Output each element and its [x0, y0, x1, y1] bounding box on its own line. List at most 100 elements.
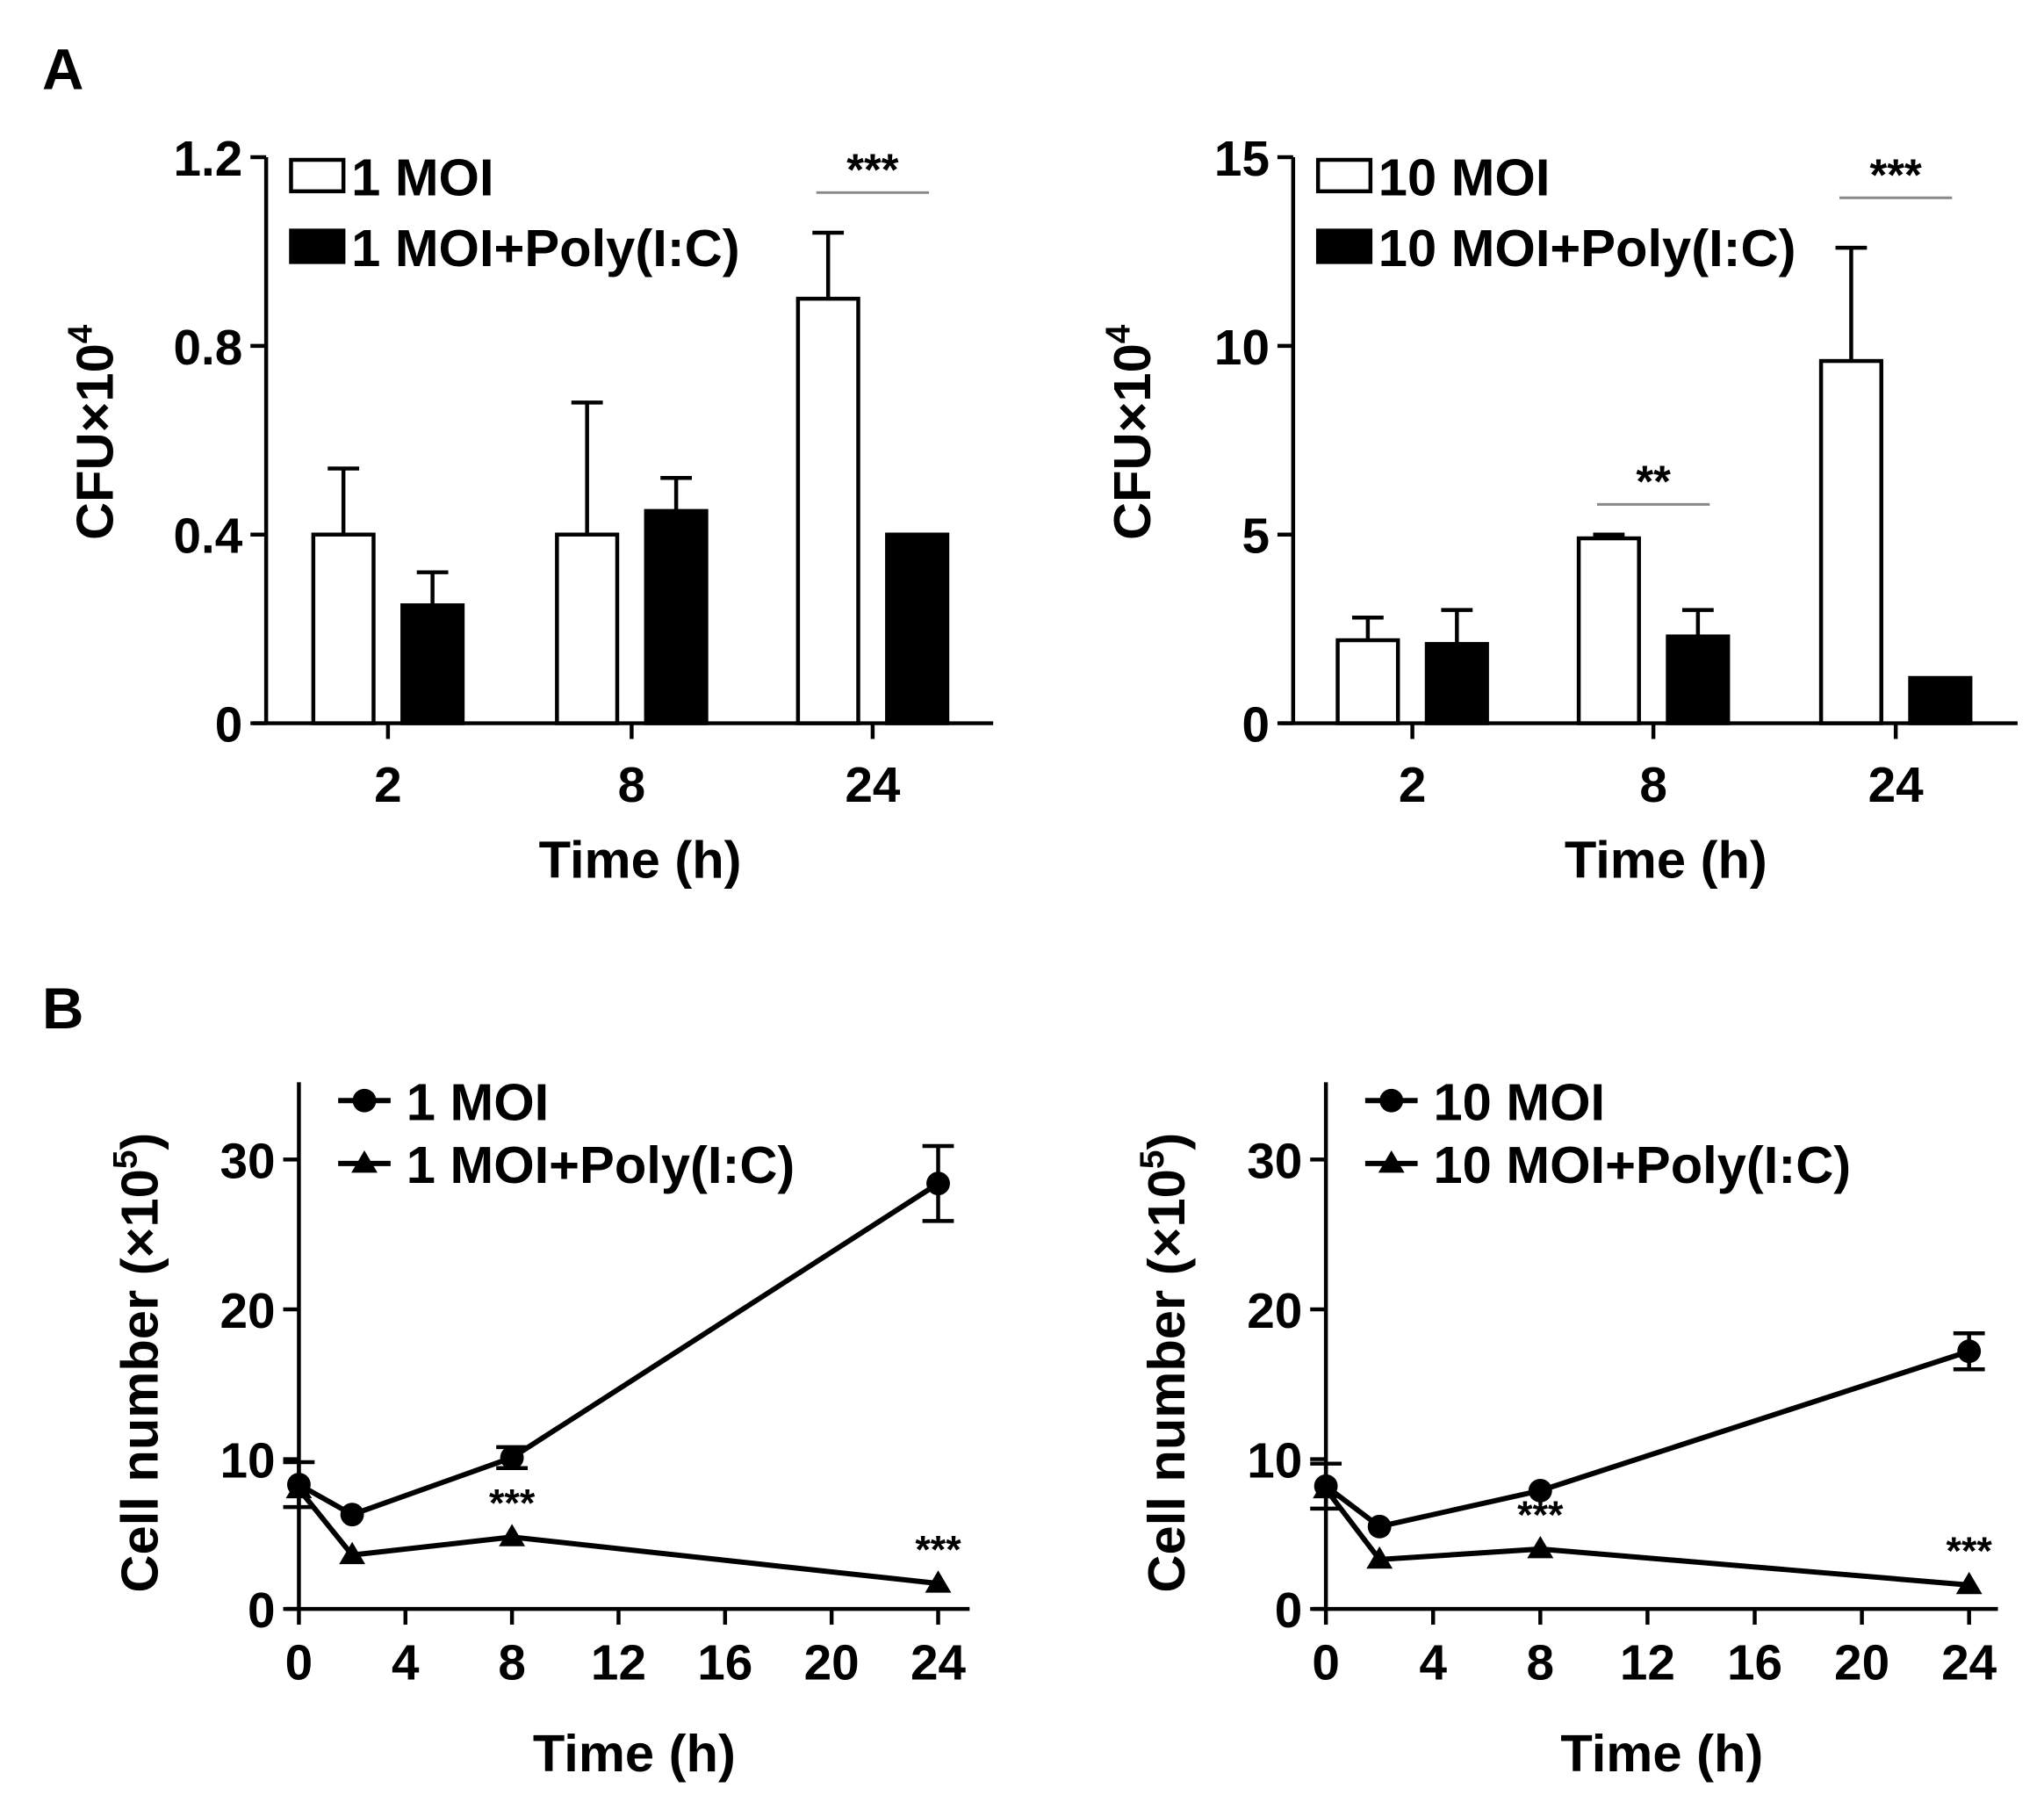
- bar-control: [1335, 638, 1400, 725]
- data-point: [1955, 1571, 1983, 1595]
- y-tick-label: 0: [1275, 1583, 1303, 1639]
- x-tick-label: 16: [697, 1636, 752, 1691]
- x-tick-label: 24: [845, 758, 901, 813]
- x-tick-label: 20: [1834, 1636, 1889, 1691]
- data-point: [1313, 1475, 1340, 1499]
- bar-control: [311, 532, 376, 725]
- legend-marker: [1379, 1088, 1404, 1113]
- y-tick-label: 10: [1214, 321, 1270, 376]
- x-tick-label: 24: [910, 1636, 967, 1691]
- y-tick-label: 5: [1242, 509, 1270, 565]
- x-tick-label: 12: [591, 1636, 646, 1691]
- x-tick-label: 8: [618, 758, 646, 813]
- legend-label: 10 MOI+Poly(I:C): [1433, 1135, 1851, 1194]
- y-tick-label: 30: [220, 1134, 276, 1189]
- y-tick-label: 10: [1247, 1433, 1302, 1489]
- x-tick-label: 0: [1312, 1636, 1340, 1691]
- y-axis-title: Cell number (×105): [1134, 1133, 1196, 1593]
- x-tick-label: 8: [1527, 1636, 1555, 1691]
- significance-label: **: [1636, 456, 1671, 506]
- legend-label: 1 MOI: [407, 1073, 549, 1132]
- significance-label: ***: [489, 1481, 536, 1525]
- data-point: [500, 1445, 524, 1470]
- y-tick-label: 0: [1242, 697, 1270, 753]
- y-axis-title: CFU×104: [1099, 324, 1162, 540]
- legend-marker: [1378, 1150, 1405, 1173]
- series-line-control: [297, 1181, 940, 1517]
- significance-label: ***: [846, 144, 898, 194]
- data-point: [1957, 1339, 1982, 1364]
- bar-control: [1818, 358, 1883, 725]
- bar-control: [1576, 536, 1641, 725]
- data-point: [1527, 1535, 1554, 1559]
- y-tick-label: 20: [1247, 1284, 1302, 1339]
- bar-control: [795, 296, 860, 725]
- x-axis-title: Time (h): [1560, 1724, 1763, 1783]
- bar-polyic: [1666, 634, 1731, 725]
- x-tick-label: 2: [1399, 758, 1427, 813]
- legend-marker: [352, 1088, 377, 1113]
- legend-label: 1 MOI+Poly(I:C): [351, 219, 739, 278]
- y-tick-label: 1.2: [173, 132, 242, 187]
- bar-polyic: [400, 603, 465, 725]
- series-line-polyic: [1323, 1487, 1969, 1588]
- x-tick-label: 12: [1620, 1636, 1675, 1691]
- x-tick-label: 8: [498, 1636, 526, 1691]
- y-tick-label: 20: [220, 1284, 276, 1339]
- legend-swatch: [1315, 157, 1373, 194]
- data-point: [1528, 1478, 1552, 1503]
- data-point: [499, 1524, 526, 1546]
- chart-4: 0 10 20 30 Cell number (×105) Time (h) 0 4 8 12 16…: [1134, 1073, 1998, 1783]
- legend-label: 10 MOI+Poly(I:C): [1378, 219, 1796, 278]
- bar-control: [555, 532, 620, 725]
- y-tick-label: 30: [1247, 1134, 1302, 1189]
- y-tick-label: 0.8: [173, 321, 242, 376]
- chart-3: 0 10 20 30 Cell number (×105) Time (h) 0 4 8 12 16…: [106, 1073, 970, 1783]
- panel-label-a: A: [42, 37, 83, 101]
- significance-label: ***: [1517, 1493, 1564, 1537]
- bar-polyic: [1908, 675, 1973, 725]
- data-point: [285, 1475, 313, 1499]
- legend-label: 10 MOI: [1433, 1073, 1605, 1132]
- y-tick-label: 15: [1214, 132, 1270, 187]
- x-tick-label: 2: [374, 758, 402, 813]
- data-point: [339, 1541, 366, 1565]
- chart-1: 0 0.4 0.8 1.2 CFU×104 Time (h) 2 8 24 1 MOI 1 MOI+…: [62, 132, 994, 890]
- data-point: [1366, 1546, 1393, 1569]
- data-point: [925, 1570, 952, 1593]
- legend-swatch: [1315, 228, 1373, 264]
- x-axis-title: Time (h): [1565, 831, 1767, 890]
- significance-label: ***: [915, 1527, 961, 1571]
- bar-polyic: [885, 532, 950, 725]
- y-axis-title: CFU×104: [62, 324, 125, 540]
- y-tick-label: 0: [248, 1583, 276, 1639]
- x-tick-label: 24: [1941, 1636, 1997, 1691]
- y-axis-title: Cell number (×105): [106, 1133, 169, 1593]
- significance-label: ***: [1870, 149, 1922, 199]
- x-axis-title: Time (h): [533, 1724, 736, 1783]
- x-tick-label: 0: [285, 1636, 313, 1691]
- y-tick-label: 10: [220, 1433, 276, 1489]
- significance-label: ***: [1947, 1529, 1993, 1573]
- data-point: [340, 1503, 364, 1527]
- series-line-control: [1324, 1348, 1970, 1530]
- x-tick-label: 16: [1727, 1636, 1782, 1691]
- y-tick-label: 0: [215, 697, 243, 753]
- x-tick-label: 20: [804, 1636, 860, 1691]
- series-line-polyic: [297, 1487, 939, 1587]
- x-tick-label: 4: [1419, 1636, 1447, 1691]
- legend-marker: [351, 1150, 378, 1173]
- legend-label: 10 MOI: [1378, 148, 1551, 206]
- data-point: [1367, 1514, 1392, 1539]
- chart-2: 0 5 10 15 CFU×104 Time (h) 2 8 24 10 MOI 10 MOI+Po…: [1099, 132, 2018, 890]
- panel-label-b: B: [42, 977, 83, 1041]
- x-tick-label: 8: [1639, 758, 1667, 813]
- x-tick-label: 4: [392, 1636, 420, 1691]
- legend-swatch: [289, 228, 346, 264]
- x-axis-title: Time (h): [539, 831, 742, 890]
- bar-polyic: [1424, 642, 1489, 725]
- legend-label: 1 MOI: [351, 148, 493, 206]
- legend-label: 1 MOI+Poly(I:C): [407, 1135, 795, 1194]
- legend-swatch: [289, 157, 346, 194]
